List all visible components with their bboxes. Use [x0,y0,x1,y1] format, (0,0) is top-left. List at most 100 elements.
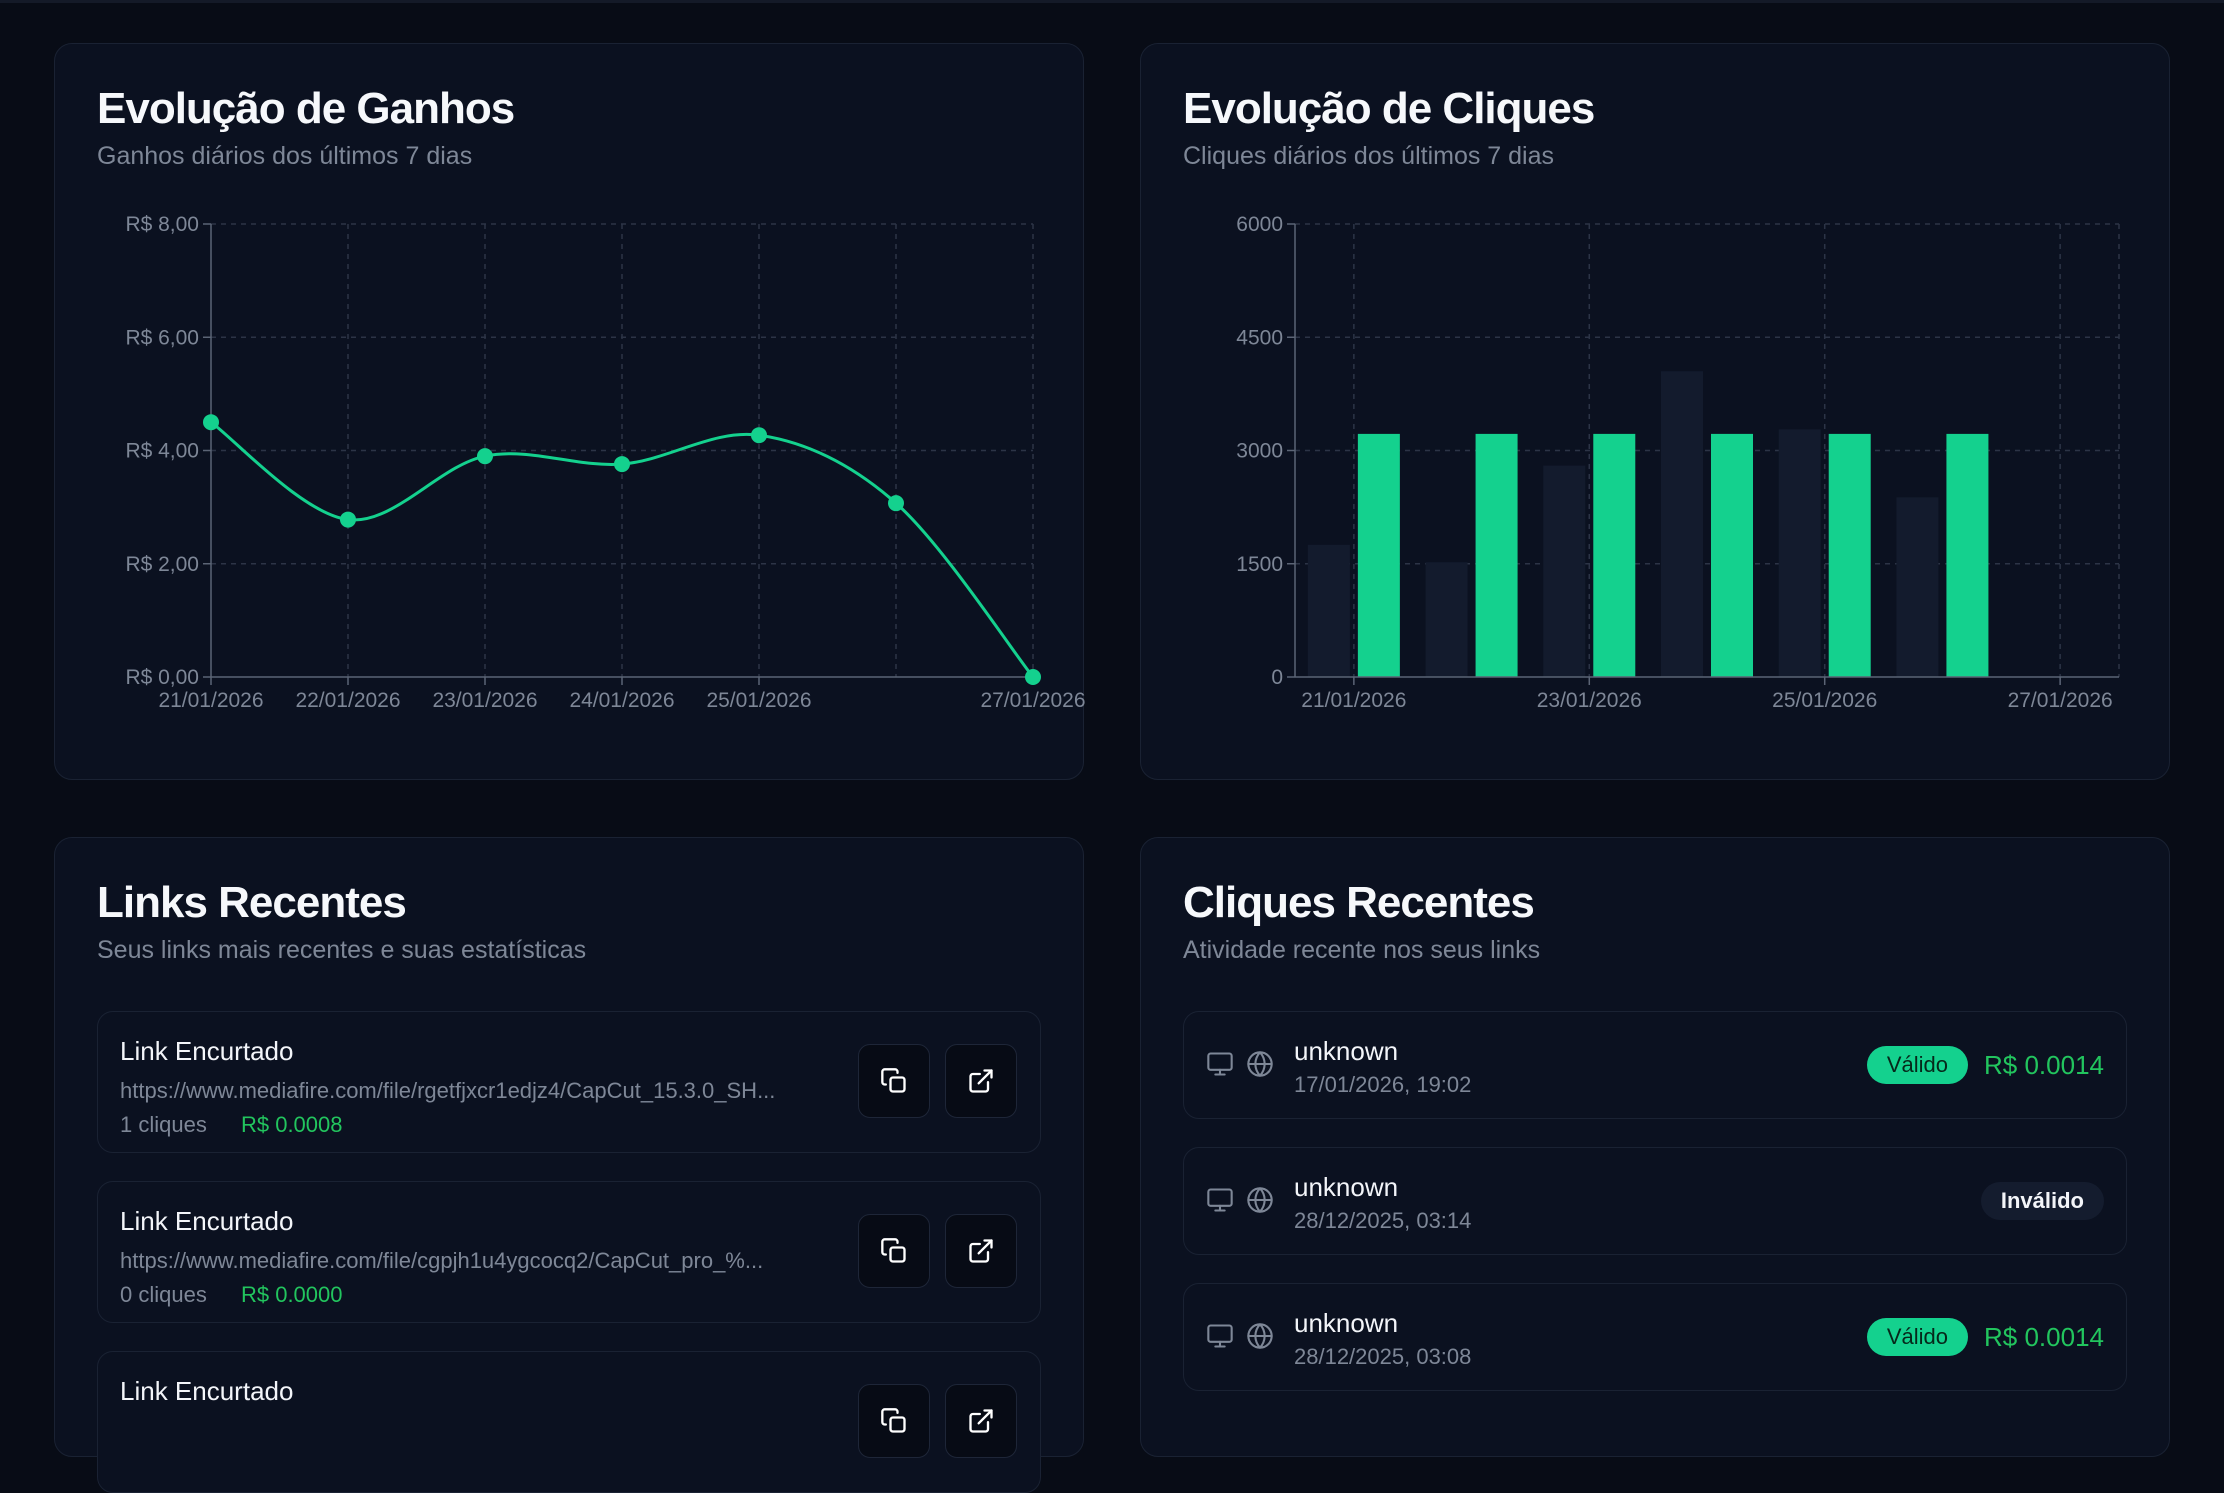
status-badge: Inválido [1980,1182,2104,1220]
x-tick-label: 27/01/2026 [2008,689,2113,712]
y-tick-label: R$ 2,00 [125,553,199,576]
copy-icon [881,1408,906,1433]
bar-secondary [1543,465,1586,677]
monitor-icon [1207,1324,1233,1348]
click-item-icons [1206,1050,1274,1078]
click-date: 17/01/2026, 19:02 [1294,1072,1472,1097]
open-link-button[interactable] [945,1214,1017,1288]
click-date: 28/12/2025, 03:08 [1294,1344,1472,1369]
globe-icon [1247,1323,1273,1349]
recent-clicks-subtitle: Atividade recente nos seus links [1183,936,1541,964]
y-tick-label: R$ 0,00 [125,666,199,689]
recent-links-card: Links Recentes Seus links mais recentes … [54,837,1084,1493]
earnings-card-subtitle: Ganhos diários dos últimos 7 dias [97,142,473,170]
clicks-card-title: Evolução de Cliques [1183,84,1595,133]
bar-primary [1828,433,1871,677]
click-item: unknown 28/12/2025, 03:08 Válido R$ 0.00… [1183,1283,2127,1391]
recent-links-title: Links Recentes [97,878,407,927]
clicks-card-subtitle: Cliques diários dos últimos 7 dias [1183,142,1555,170]
bar-secondary [1896,497,1939,677]
bar-secondary [1307,544,1350,677]
data-point [888,495,904,512]
link-title: Link Encurtado [120,1206,294,1236]
status-badge: Válido [1866,1318,1969,1356]
bar-primary [1711,433,1753,677]
y-tick-label: 3000 [1236,440,1283,463]
click-source: unknown [1294,1172,1399,1202]
link-title: Link Encurtado [120,1036,294,1066]
click-item-icons [1206,1322,1274,1350]
y-tick-label: R$ 4,00 [125,440,199,463]
link-url[interactable]: https://www.mediafire.com/file/cgpjh1u4y… [120,1248,764,1273]
link-url[interactable]: https://www.mediafire.com/file/rgetfjxcr… [120,1078,776,1103]
clicks-chart-card: Evolução de Cliques Cliques diários dos … [1140,43,2170,780]
click-earnings: R$ 0.0014 [1984,1321,2104,1352]
external-link-icon [969,1409,993,1433]
bar-primary [1946,433,1989,677]
external-link-icon [969,1069,993,1093]
open-link-button[interactable] [945,1044,1017,1118]
link-stats: 1 cliques R$ 0.0008 [120,1112,343,1138]
x-tick-label: 25/01/2026 [1772,689,1877,712]
bar-primary [1475,433,1518,677]
x-tick-label: 27/01/2026 [980,689,1085,712]
open-link-button[interactable] [945,1384,1017,1458]
data-point [203,414,219,431]
recent-clicks-card: Cliques Recentes Atividade recente nos s… [1140,837,2170,1457]
bar-primary [1357,433,1400,677]
link-earnings: R$ 0.0008 [240,1112,343,1137]
link-earnings: R$ 0.0000 [240,1282,343,1307]
link-item: Link Encurtado https://www.mediafire.com… [97,1011,1041,1153]
click-status-group: Inválido [1980,1182,2104,1220]
click-earnings: R$ 0.0014 [1984,1049,2104,1080]
y-tick-label: 4500 [1236,326,1283,349]
data-point [1025,669,1041,685]
data-point [340,511,356,528]
x-tick-label: 24/01/2026 [569,689,674,712]
x-tick-label: 21/01/2026 [1301,689,1406,712]
globe-icon [1247,1051,1273,1077]
data-point [614,456,630,473]
copy-link-button[interactable] [858,1384,930,1458]
x-tick-label: 22/01/2026 [295,689,400,712]
top-divider [0,0,2224,3]
x-tick-label: 23/01/2026 [1537,689,1642,712]
y-tick-label: 0 [1271,666,1283,689]
click-source: unknown [1294,1036,1399,1066]
link-clicks: 0 cliques [120,1282,207,1307]
bar-secondary [1778,429,1821,677]
click-item: unknown 28/12/2025, 03:14 Inválido [1183,1147,2127,1255]
earnings-card-title: Evolução de Ganhos [97,84,515,133]
x-tick-label: 25/01/2026 [706,689,811,712]
click-status-group: Válido R$ 0.0014 [1866,1046,2104,1084]
earnings-chart-card: Evolução de Ganhos Ganhos diários dos úl… [54,43,1086,780]
bar-secondary [1425,562,1468,677]
recent-links-subtitle: Seus links mais recentes e suas estatíst… [97,936,587,964]
x-tick-label: 21/01/2026 [158,689,263,712]
copy-link-button[interactable] [858,1044,930,1118]
y-tick-label: 1500 [1236,553,1283,576]
monitor-icon [1207,1188,1233,1212]
click-date: 28/12/2025, 03:14 [1294,1208,1472,1233]
recent-clicks-title: Cliques Recentes [1183,878,1535,927]
y-tick-label: R$ 8,00 [125,213,199,236]
link-item: Link Encurtado https://www.mediafire.com… [97,1181,1041,1323]
copy-icon [881,1068,906,1093]
link-clicks: 1 cliques [120,1112,207,1137]
bar-primary [1593,433,1636,677]
x-tick-label: 23/01/2026 [432,689,537,712]
y-tick-label: 6000 [1236,213,1283,236]
copy-link-button[interactable] [858,1214,930,1288]
click-source: unknown [1294,1308,1399,1338]
earnings-line-chart: R$ 0,00 R$ 2,00 R$ 4,00 R$ 6,00 R$ 8,00 21/01… [125,213,1085,712]
click-status-group: Válido R$ 0.0014 [1866,1318,2104,1356]
data-point [751,427,767,444]
clicks-bar-chart: 0 1500 3000 4500 6000 21/01/2026 23/01/2026 25/… [1236,213,2120,712]
external-link-icon [969,1239,993,1263]
click-item: unknown 17/01/2026, 19:02 Válido R$ 0.00… [1183,1011,2127,1119]
link-title: Link Encurtado [120,1376,294,1406]
data-point [477,448,493,465]
link-item: Link Encurtado [97,1351,1041,1493]
click-item-icons [1206,1186,1274,1214]
link-stats: 0 cliques R$ 0.0000 [120,1282,343,1308]
